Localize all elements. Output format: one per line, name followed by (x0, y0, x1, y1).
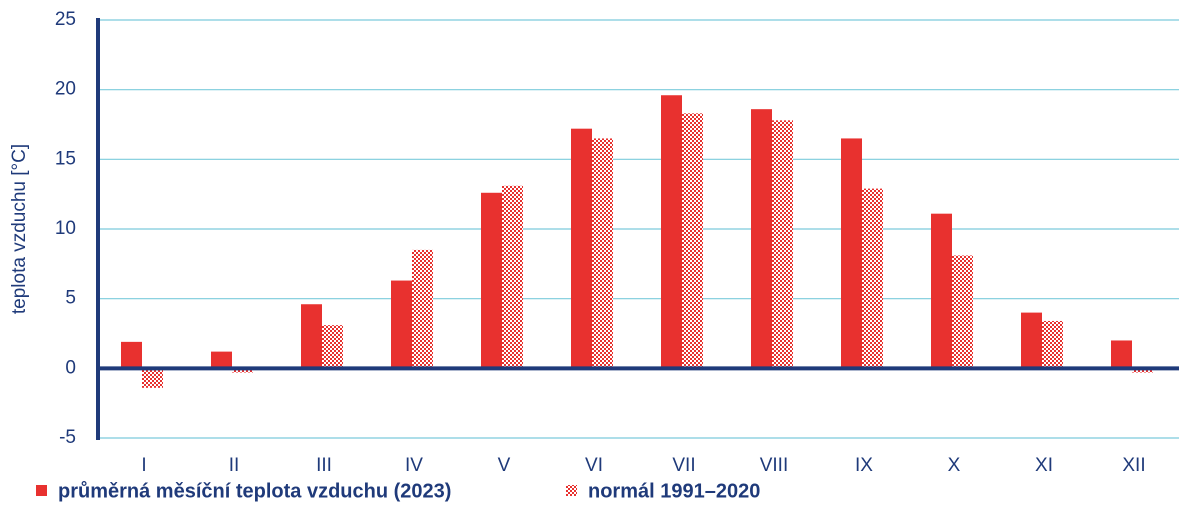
y-tick-label: 15 (55, 148, 76, 169)
y-tick-label: -5 (59, 427, 76, 448)
bar (1111, 340, 1132, 369)
x-tick-label: VIII (760, 455, 789, 476)
bar (301, 304, 322, 369)
bar (1132, 368, 1153, 373)
bar (121, 341, 142, 369)
x-tick-label: IV (405, 455, 423, 476)
x-tick-label: IX (855, 455, 873, 476)
bar (211, 351, 232, 369)
y-tick-label: 5 (65, 288, 76, 309)
bar (142, 368, 163, 388)
bar (571, 128, 592, 369)
bar (682, 113, 703, 369)
bar (592, 138, 613, 369)
legend-marker (36, 485, 47, 496)
y-tick-label: 25 (55, 9, 76, 30)
bar (412, 249, 433, 369)
legend-marker (566, 485, 577, 496)
x-tick-label: V (498, 455, 511, 476)
x-tick-label: VII (672, 455, 695, 476)
y-tick-label: 20 (55, 79, 76, 100)
y-tick-label: 10 (55, 218, 76, 239)
bar (232, 368, 253, 373)
y-tick-label: 0 (65, 357, 76, 378)
x-tick-label: I (141, 455, 146, 476)
x-tick-label: XI (1035, 455, 1053, 476)
bar (841, 138, 862, 369)
x-tick-label: III (316, 455, 332, 476)
bar (661, 95, 682, 369)
bar (502, 185, 523, 369)
bar (751, 109, 772, 369)
legend-label: normál 1991–2020 (588, 480, 760, 502)
bar (1021, 312, 1042, 369)
bar (862, 188, 883, 369)
bar (952, 255, 973, 369)
bar (391, 280, 412, 369)
x-tick-label: II (229, 455, 240, 476)
bar (322, 325, 343, 369)
bar (481, 192, 502, 369)
x-tick-label: VI (585, 455, 603, 476)
bar (772, 120, 793, 369)
x-tick-label: XII (1122, 455, 1145, 476)
x-tick-label: X (948, 455, 961, 476)
bar (1042, 320, 1063, 369)
legend-label: průměrná měsíční teplota vzduchu (2023) (58, 480, 451, 502)
y-axis-title: teplota vzduchu [°C] (9, 144, 30, 314)
bar (931, 213, 952, 369)
